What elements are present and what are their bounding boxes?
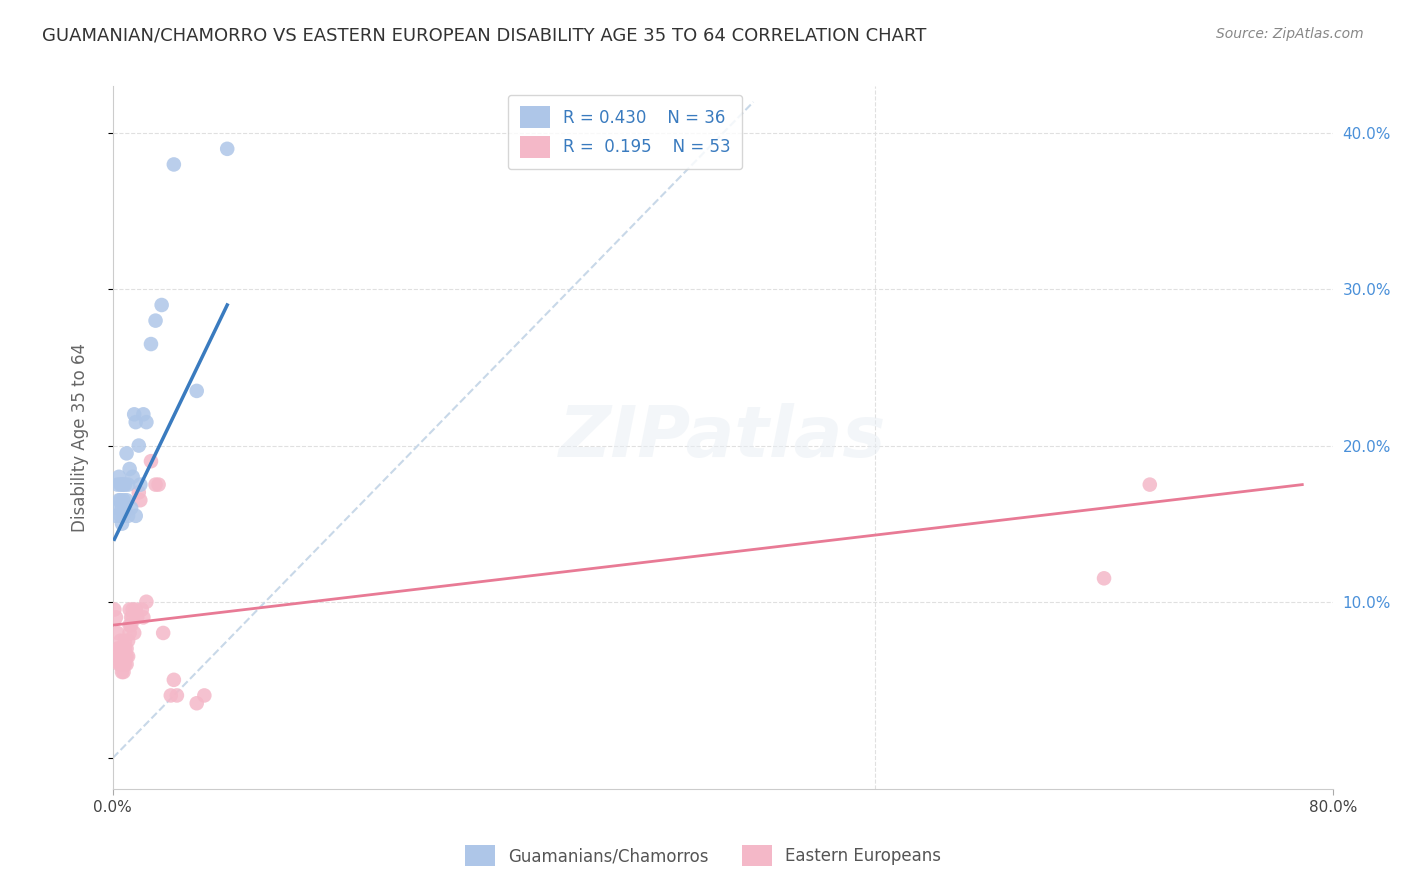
Point bbox=[132, 610, 155, 624]
Point bbox=[186, 384, 208, 398]
Point bbox=[108, 470, 131, 484]
Point bbox=[120, 501, 142, 516]
Point bbox=[110, 477, 132, 491]
Point bbox=[117, 477, 139, 491]
Point bbox=[163, 157, 186, 171]
Point bbox=[107, 477, 129, 491]
Point bbox=[163, 673, 186, 687]
Point bbox=[186, 696, 208, 710]
Point bbox=[111, 501, 134, 516]
Point bbox=[107, 626, 129, 640]
Point bbox=[122, 626, 145, 640]
Point bbox=[115, 641, 138, 656]
Point bbox=[128, 439, 150, 453]
Point bbox=[122, 407, 145, 421]
Point bbox=[120, 610, 142, 624]
Point bbox=[135, 595, 157, 609]
Point bbox=[112, 657, 135, 672]
Point bbox=[107, 501, 129, 516]
Point bbox=[103, 602, 125, 616]
Point bbox=[114, 501, 136, 516]
Point bbox=[150, 298, 173, 312]
Point bbox=[107, 641, 129, 656]
Point bbox=[125, 415, 148, 429]
Point bbox=[115, 649, 138, 664]
Point bbox=[111, 665, 134, 679]
Point bbox=[145, 313, 167, 327]
Point bbox=[110, 633, 132, 648]
Point bbox=[145, 477, 167, 491]
Point bbox=[139, 337, 162, 351]
Text: Source: ZipAtlas.com: Source: ZipAtlas.com bbox=[1216, 27, 1364, 41]
Point bbox=[111, 477, 134, 491]
Text: ZIPatlas: ZIPatlas bbox=[560, 403, 887, 472]
Point bbox=[114, 641, 136, 656]
Point bbox=[110, 493, 132, 508]
Point bbox=[125, 508, 148, 523]
Point bbox=[121, 610, 143, 624]
Point bbox=[125, 602, 148, 616]
Point bbox=[112, 665, 135, 679]
Legend: Guamanians/Chamorros, Eastern Europeans: Guamanians/Chamorros, Eastern Europeans bbox=[457, 837, 949, 875]
Point bbox=[139, 454, 162, 468]
Point bbox=[115, 657, 138, 672]
Point bbox=[132, 407, 155, 421]
Point bbox=[166, 689, 188, 703]
Point bbox=[1092, 571, 1115, 585]
Point bbox=[118, 626, 141, 640]
Point bbox=[120, 618, 142, 632]
Point bbox=[112, 508, 135, 523]
Point bbox=[110, 657, 132, 672]
Point bbox=[129, 493, 152, 508]
Point bbox=[118, 602, 141, 616]
Point bbox=[117, 508, 139, 523]
Point bbox=[121, 602, 143, 616]
Point bbox=[104, 508, 127, 523]
Point bbox=[135, 415, 157, 429]
Point bbox=[117, 649, 139, 664]
Point bbox=[110, 508, 132, 523]
Point bbox=[108, 641, 131, 656]
Point bbox=[129, 477, 152, 491]
Point bbox=[112, 641, 135, 656]
Text: GUAMANIAN/CHAMORRO VS EASTERN EUROPEAN DISABILITY AGE 35 TO 64 CORRELATION CHART: GUAMANIAN/CHAMORRO VS EASTERN EUROPEAN D… bbox=[42, 27, 927, 45]
Point bbox=[193, 689, 215, 703]
Point bbox=[111, 657, 134, 672]
Point bbox=[114, 649, 136, 664]
Point bbox=[114, 657, 136, 672]
Point bbox=[121, 470, 143, 484]
Point bbox=[104, 610, 127, 624]
Point bbox=[112, 493, 135, 508]
Point bbox=[110, 649, 132, 664]
Point bbox=[131, 602, 153, 616]
Point bbox=[148, 477, 170, 491]
Point bbox=[112, 477, 135, 491]
Point bbox=[111, 649, 134, 664]
Point bbox=[117, 633, 139, 648]
Point bbox=[152, 626, 174, 640]
Y-axis label: Disability Age 35 to 64: Disability Age 35 to 64 bbox=[72, 343, 89, 533]
Point bbox=[115, 493, 138, 508]
Point bbox=[118, 462, 141, 476]
Point bbox=[118, 618, 141, 632]
Point bbox=[115, 446, 138, 460]
Point bbox=[128, 485, 150, 500]
Point bbox=[108, 649, 131, 664]
Point bbox=[114, 477, 136, 491]
Legend: R = 0.430    N = 36, R =  0.195    N = 53: R = 0.430 N = 36, R = 0.195 N = 53 bbox=[508, 95, 742, 169]
Point bbox=[1139, 477, 1161, 491]
Point bbox=[112, 649, 135, 664]
Point bbox=[108, 657, 131, 672]
Point bbox=[127, 610, 149, 624]
Point bbox=[217, 142, 239, 156]
Point bbox=[159, 689, 181, 703]
Point bbox=[114, 633, 136, 648]
Point bbox=[108, 493, 131, 508]
Point bbox=[111, 516, 134, 531]
Point bbox=[110, 641, 132, 656]
